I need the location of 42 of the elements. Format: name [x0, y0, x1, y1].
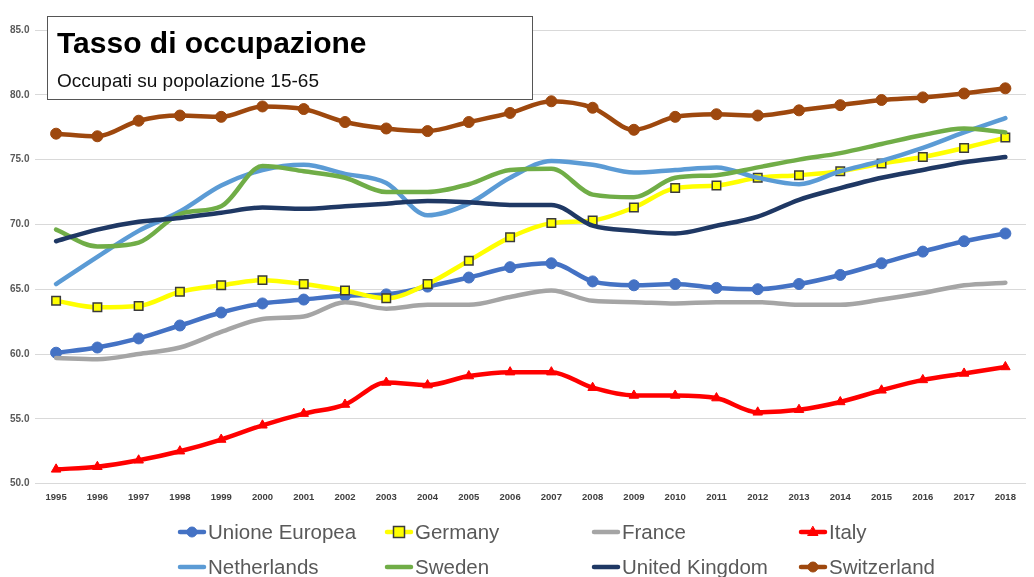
y-tick-label: 50.0: [9, 477, 30, 489]
x-tick-label: 2010: [664, 490, 686, 502]
x-tick-label: 2011: [706, 490, 728, 502]
legend-label: Sweden: [415, 554, 490, 577]
x-tick-label: 2015: [870, 490, 893, 502]
x-tick-label: 2018: [994, 490, 1016, 502]
x-tick-label: 2003: [375, 490, 397, 502]
x-tick-label: 2009: [623, 490, 645, 502]
x-tick-label: 1999: [210, 490, 232, 502]
y-tick-label: 85.0: [9, 23, 30, 35]
x-tick-label: 2007: [540, 490, 562, 502]
text: Occupati su popolazione 15-65: [57, 69, 319, 93]
x-tick-label: 2002: [334, 490, 356, 502]
x-tick-label: 2000: [251, 490, 274, 502]
x-tick-label: 1998: [169, 490, 191, 502]
x-tick-label: 2016: [912, 490, 934, 502]
x-tick-label: 2017: [953, 490, 975, 502]
x-tick-label: 2012: [747, 490, 769, 502]
y-tick-label: 80.0: [9, 88, 30, 100]
x-tick-label: 2008: [582, 490, 604, 502]
legend-label: France: [622, 519, 686, 543]
y-tick-label: 75.0: [9, 153, 30, 165]
chart-title: Tasso di occupazione: [57, 26, 367, 60]
legend-label: Netherlands: [208, 554, 319, 577]
x-tick-label: 2005: [458, 490, 481, 502]
legend-label: Germany: [415, 519, 501, 543]
legend-label: United Kingdom: [622, 554, 768, 577]
x-tick-label: 2013: [788, 490, 810, 502]
x-tick-label: 2014: [829, 490, 852, 502]
x-tick-label: 1995: [45, 490, 68, 502]
y-tick-label: 60.0: [9, 347, 30, 359]
x-tick-label: 2004: [416, 490, 439, 502]
x-tick-label: 1996: [86, 490, 108, 502]
y-tick-label: 65.0: [9, 282, 30, 294]
y-tick-label: 55.0: [9, 412, 30, 424]
x-tick-label: 1997: [128, 490, 150, 502]
legend-label: Italy: [829, 519, 868, 543]
legend-label: Switzerland: [829, 554, 935, 577]
x-tick-label: 2001: [293, 490, 316, 502]
legend-label: Unione Europea: [208, 519, 357, 543]
x-tick-label: 2006: [499, 490, 521, 502]
y-tick-label: 70.0: [9, 218, 30, 230]
